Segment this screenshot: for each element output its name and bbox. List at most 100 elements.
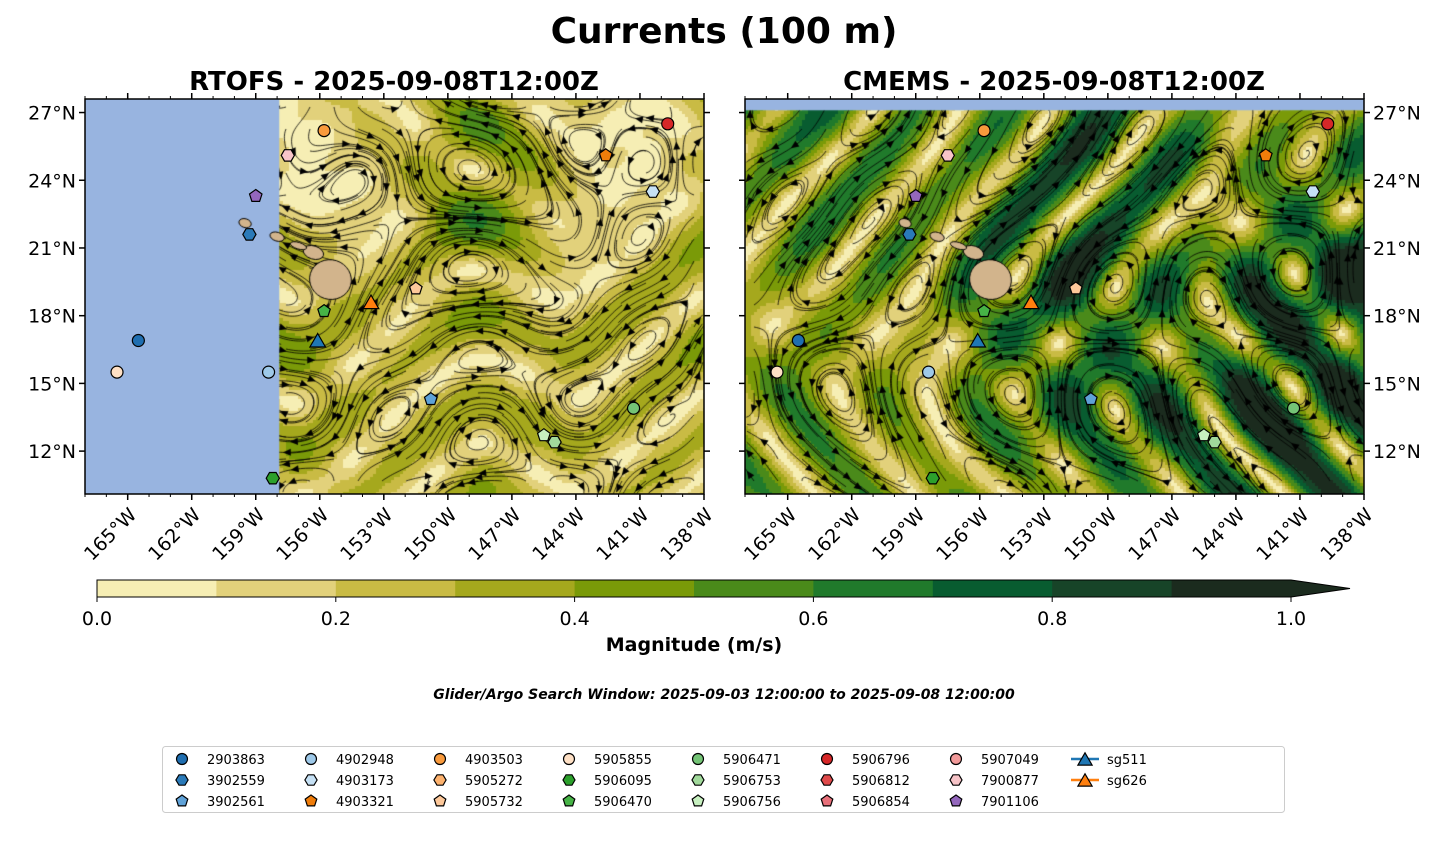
legend-label: 5906756 xyxy=(723,795,781,810)
legend-label: 5906753 xyxy=(723,774,781,789)
legend-label: 4902948 xyxy=(336,753,394,768)
legend-item: 5905855 xyxy=(562,752,652,768)
marker-5905732 xyxy=(408,281,423,295)
colorbar-extend-arrow xyxy=(1291,580,1350,597)
lon-tick-label: 156°W xyxy=(272,504,333,565)
circle-marker-icon xyxy=(691,752,705,766)
rtofs-panel-title: RTOFS - 2025-09-08T12:00Z xyxy=(189,67,599,97)
rtofs-current-field xyxy=(85,99,704,494)
legend-item: 7900877 xyxy=(949,774,1039,789)
legend-label: 5905732 xyxy=(465,795,523,810)
marker-5906753 xyxy=(1207,435,1222,449)
lon-tick-label: 153°W xyxy=(996,504,1057,565)
marker-5906796 xyxy=(1321,117,1335,131)
lon-tick-label: 138°W xyxy=(1316,504,1377,565)
colorbar-tick-label: 0.6 xyxy=(798,608,828,630)
legend-item: 5906095 xyxy=(562,774,652,789)
marker-7900877 xyxy=(280,149,296,162)
pentagon-marker-icon xyxy=(691,794,705,807)
lat-tick-label: 15°N xyxy=(28,373,76,395)
colorbar-label: Magnitude (m/s) xyxy=(606,634,783,656)
colorbar-segment xyxy=(574,580,695,597)
legend-item: 4903503 xyxy=(433,752,523,768)
circle-marker-icon xyxy=(562,752,576,766)
lat-tick-label: 12°N xyxy=(28,441,76,463)
lon-tick-label: 165°W xyxy=(740,504,801,565)
colorbar-segment xyxy=(932,580,1053,597)
colorbar-segment xyxy=(1171,580,1292,597)
colorbar-segment xyxy=(455,580,576,597)
triangle-marker-icon xyxy=(1076,751,1094,766)
marker-5906756 xyxy=(536,427,551,442)
marker-5906095 xyxy=(925,471,941,485)
legend-item: 3902561 xyxy=(175,794,265,810)
legend-label: 4903173 xyxy=(336,774,394,789)
marker-sg511 xyxy=(308,332,327,348)
rtofs-map-frame xyxy=(84,98,705,495)
legend-label: 5906470 xyxy=(594,795,652,810)
lon-tick-label: 165°W xyxy=(80,504,141,565)
hexagon-marker-icon xyxy=(562,774,576,786)
cmems-current-field xyxy=(745,99,1364,494)
marker-2903863 xyxy=(791,333,805,348)
legend-label: 5907049 xyxy=(981,753,1039,768)
marker-5905732 xyxy=(1068,281,1083,295)
colorbar-tick-label: 0.0 xyxy=(82,608,112,630)
marker-4902948 xyxy=(921,365,936,379)
legend: 2903863 3902559 3902561 4902948 4903173 49033… xyxy=(175,751,1147,810)
marker-3902561 xyxy=(1083,391,1098,406)
marker-sg511 xyxy=(968,332,987,348)
legend-item: 4903173 xyxy=(304,774,394,789)
cmems-map-frame xyxy=(744,98,1365,495)
marker-4903503 xyxy=(977,124,991,138)
circle-marker-icon xyxy=(433,752,447,766)
legend-item: 5906796 xyxy=(820,752,910,768)
marker-sg626 xyxy=(362,293,380,310)
legend-item: sg511 xyxy=(1071,751,1147,768)
marker-5905855 xyxy=(110,365,124,379)
marker-4903321 xyxy=(1258,148,1273,162)
marker-3902559 xyxy=(902,228,917,241)
legend-label: 5906471 xyxy=(723,753,781,768)
hexagon-marker-icon xyxy=(175,774,189,786)
triangle-marker-icon xyxy=(1076,772,1094,787)
lon-tick-label: 162°W xyxy=(144,504,205,565)
colorbar-segment xyxy=(335,580,456,597)
legend-label: sg626 xyxy=(1107,774,1147,789)
lat-tick-label: 24°N xyxy=(28,170,76,192)
marker-4903503 xyxy=(317,124,331,138)
legend-label: 5905855 xyxy=(594,753,652,768)
legend-label: 5905272 xyxy=(465,774,523,789)
lon-tick-label: 159°W xyxy=(208,504,269,565)
legend-label: 5906812 xyxy=(852,774,910,789)
marker-4903173 xyxy=(645,185,661,198)
legend-label: 5906095 xyxy=(594,774,652,789)
lon-tick-label: 150°W xyxy=(400,504,461,565)
marker-3902559 xyxy=(242,228,257,241)
lat-tick-label: 27°N xyxy=(1373,103,1421,125)
colorbar-tick-label: 0.4 xyxy=(559,608,589,630)
lon-tick-label: 147°W xyxy=(1124,504,1185,565)
marker-5906470 xyxy=(977,303,992,318)
marker-4902948 xyxy=(261,365,276,379)
lat-tick-label: 12°N xyxy=(1373,441,1421,463)
legend-label: 5906796 xyxy=(852,753,910,768)
legend-item: 5906812 xyxy=(820,774,910,789)
hexagon-marker-icon xyxy=(304,774,318,786)
colorbar: 0.0 0.2 0.4 0.6 0.8 1.0 xyxy=(82,579,1351,630)
lat-tick-label: 24°N xyxy=(1373,170,1421,192)
marker-7900877 xyxy=(940,149,956,162)
pentagon-marker-icon xyxy=(304,794,318,807)
colorbar-tick-label: 1.0 xyxy=(1276,608,1306,630)
circle-marker-icon xyxy=(304,752,318,766)
cmems-panel-title: CMEMS - 2025-09-08T12:00Z xyxy=(843,67,1265,97)
legend-item: 2903863 xyxy=(175,752,265,768)
legend-label: 7900877 xyxy=(981,774,1039,789)
lon-tick-label: 162°W xyxy=(804,504,865,565)
colorbar-tick-label: 0.2 xyxy=(321,608,351,630)
marker-5906471 xyxy=(1286,401,1301,415)
search-window-text: Glider/Argo Search Window: 2025-09-03 12… xyxy=(433,687,1015,703)
hexagon-marker-icon xyxy=(949,774,963,786)
hexagon-marker-icon xyxy=(691,774,705,786)
